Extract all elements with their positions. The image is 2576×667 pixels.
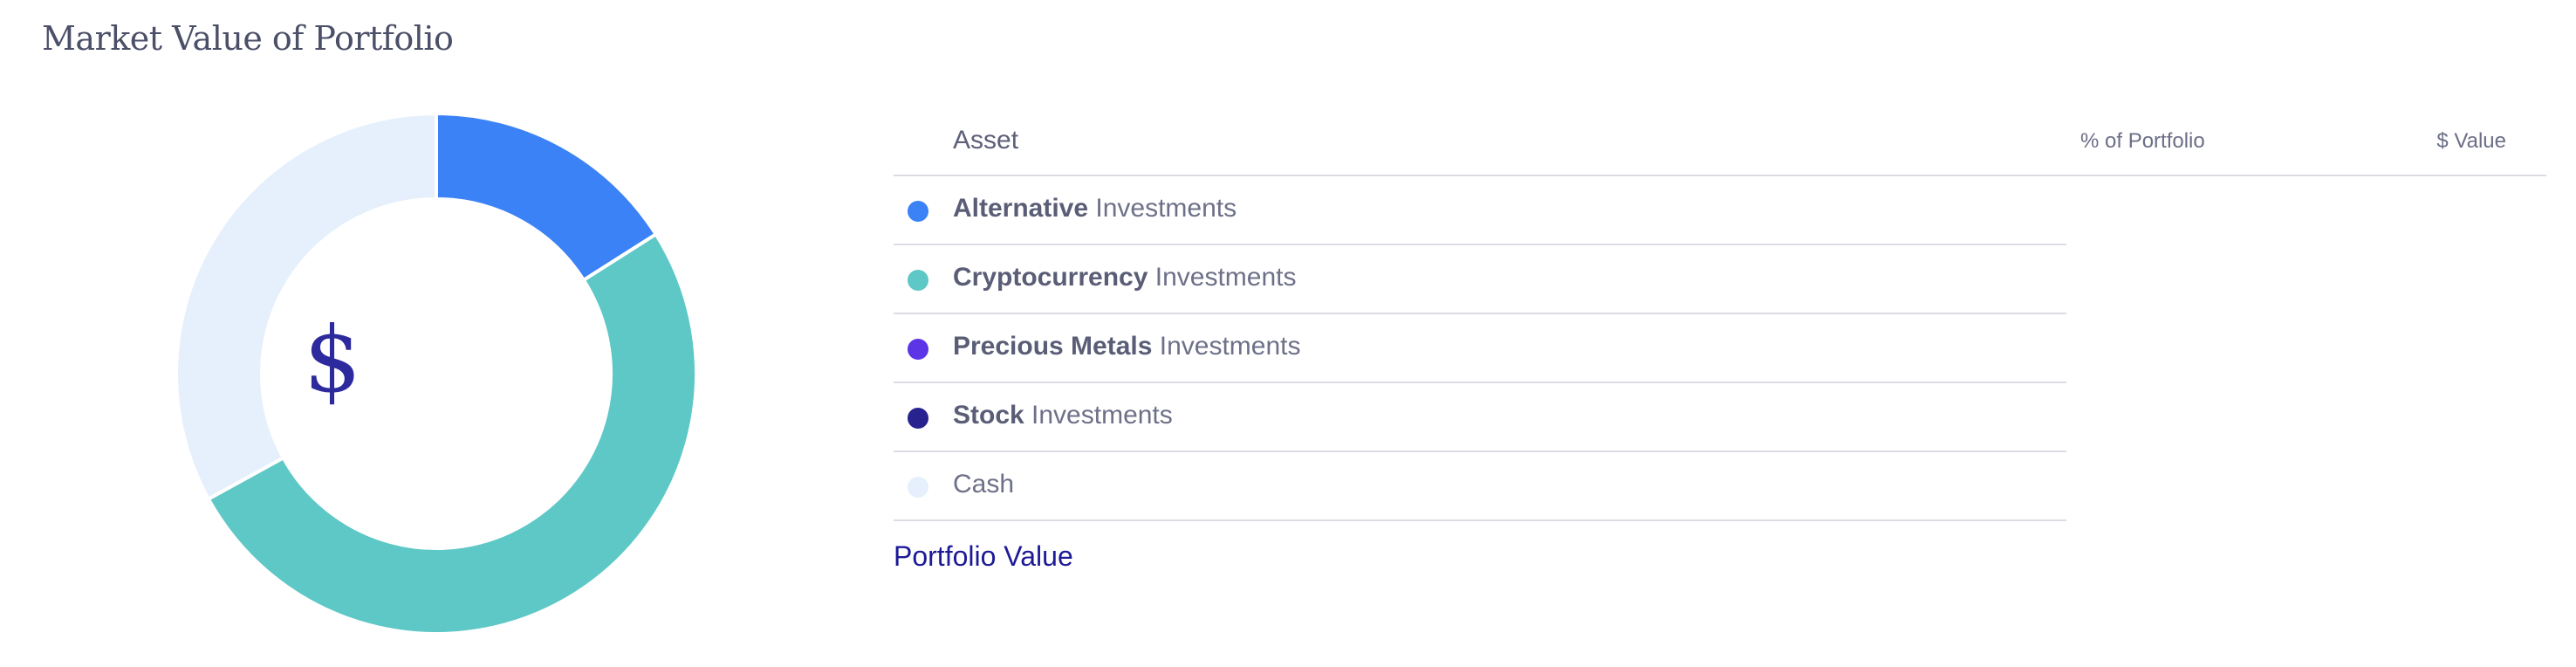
table-row: Cash — [894, 452, 2066, 521]
table-row: Cryptocurrency Investments — [894, 245, 2066, 314]
table-row: Stock Investments — [894, 383, 2066, 452]
dot-icon — [908, 270, 928, 291]
table-header: Asset % of Portfolio $ Value — [894, 110, 2546, 176]
asset-label: Stock Investments — [953, 401, 1173, 430]
asset-label: Cryptocurrency Investments — [953, 263, 1297, 292]
table-footer: Portfolio Value — [894, 521, 2546, 591]
dot-icon — [908, 477, 928, 498]
portfolio-value-label: Portfolio Value — [894, 540, 1073, 572]
table-row: Alternative Investments — [894, 176, 2066, 245]
asset-label: Cash — [953, 470, 1015, 499]
donut-slice-2 — [206, 231, 698, 636]
asset-label: Precious Metals Investments — [953, 332, 1301, 361]
header-percent-of-portfolio: % of Portfolio — [2080, 129, 2205, 153]
table-row: Precious Metals Investments — [894, 314, 2066, 383]
dot-icon — [908, 201, 928, 222]
dot-icon — [908, 339, 928, 360]
portfolio-donut-chart — [175, 111, 698, 636]
asset-table: Asset % of Portfolio $ Value Alternative… — [894, 110, 2546, 591]
table-rows: Alternative Investments Cryptocurrency I… — [894, 176, 2066, 521]
asset-label: Alternative Investments — [953, 194, 1237, 223]
header-asset: Asset — [953, 126, 1019, 155]
donut-slice-3 — [175, 111, 438, 502]
page-title: Market Value of Portfolio — [42, 19, 454, 58]
header-dollar-value: $ Value — [2436, 129, 2506, 153]
dot-icon — [908, 408, 928, 429]
dollar-icon: $ — [304, 306, 362, 413]
